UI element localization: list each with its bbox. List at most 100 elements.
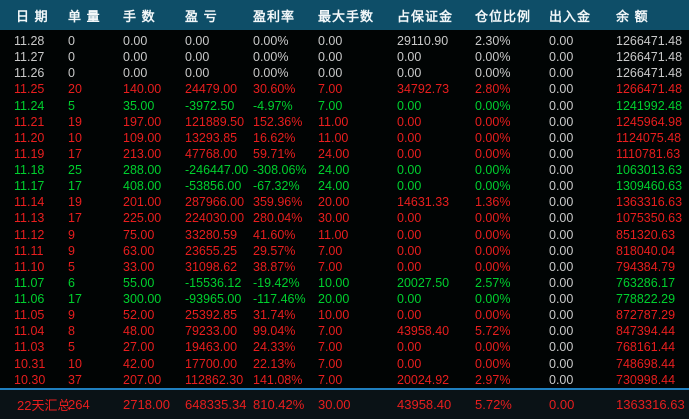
table-row[interactable]: 11.19 17 213.00 47768.00 59.71% 24.00 0.…	[0, 146, 689, 162]
cell-position-ratio: 0.00%	[475, 292, 511, 307]
table-row[interactable]: 11.13 17 225.00 224030.00 280.04% 30.00 …	[0, 210, 689, 226]
cell-max-lots: 0.00	[318, 66, 343, 81]
cell-lots: 55.00	[123, 275, 155, 290]
table-row[interactable]: 11.04 8 48.00 79233.00 99.04% 7.00 43958…	[0, 323, 689, 339]
cell-pnl-rate: -117.46%	[253, 292, 306, 307]
cell-balance: 763286.17	[616, 275, 676, 290]
cell-orders: 37	[68, 372, 82, 387]
table-row[interactable]: 11.05 9 52.00 25392.85 31.74% 10.00 0.00…	[0, 307, 689, 323]
cell-max-lots: 7.00	[318, 82, 343, 97]
cell-margin: 0.00	[397, 227, 422, 242]
cell-balance: 730998.44	[616, 372, 676, 387]
cell-lots: 27.00	[123, 340, 155, 355]
cell-position-ratio: 0.00%	[475, 356, 511, 371]
cell-cash-flow: 0.00	[549, 356, 574, 371]
cell-orders: 5	[68, 259, 75, 274]
cell-position-ratio: 0.00%	[475, 243, 511, 258]
cell-max-lots: 24.00	[318, 163, 350, 178]
table-row[interactable]: 11.12 9 75.00 33280.59 41.60% 11.00 0.00…	[0, 227, 689, 243]
table-row[interactable]: 11.26 0 0.00 0.00 0.00% 0.00 0.00 0.00% …	[0, 65, 689, 81]
cell-position-ratio: 0.00%	[475, 259, 511, 274]
table-row[interactable]: 11.21 19 197.00 121889.50 152.36% 11.00 …	[0, 114, 689, 130]
summary-lots: 2718.00	[123, 396, 170, 412]
summary-position-ratio: 5.72%	[475, 396, 512, 412]
summary-row: 22天汇总 264 2718.00 648335.34 810.42% 30.0…	[0, 389, 689, 419]
cell-balance: 872787.29	[616, 308, 676, 323]
cell-max-lots: 7.00	[318, 243, 343, 258]
cell-date: 11.12	[14, 227, 45, 242]
table-row[interactable]: 11.25 20 140.00 24479.00 30.60% 7.00 347…	[0, 81, 689, 97]
cell-orders: 10	[68, 130, 82, 145]
cell-margin: 0.00	[397, 308, 422, 323]
table-row[interactable]: 11.11 9 63.00 23655.25 29.57% 7.00 0.00 …	[0, 243, 689, 259]
cell-lots: 52.00	[123, 308, 155, 323]
table-row[interactable]: 11.24 5 35.00 -3972.50 -4.97% 7.00 0.00 …	[0, 98, 689, 114]
cell-date: 11.04	[14, 324, 45, 339]
cell-balance: 794384.79	[616, 259, 676, 274]
cell-lots: 42.00	[123, 356, 155, 371]
cell-position-ratio: 0.00%	[475, 130, 511, 145]
cell-cash-flow: 0.00	[549, 372, 574, 387]
table-row[interactable]: 11.27 0 0.00 0.00 0.00% 0.00 0.00 0.00% …	[0, 49, 689, 65]
cell-position-ratio: 0.00%	[475, 50, 511, 65]
table-row[interactable]: 10.31 10 42.00 17700.00 22.13% 7.00 0.00…	[0, 356, 689, 372]
column-header-lots: 手 数	[123, 8, 156, 24]
cell-position-ratio: 2.57%	[475, 275, 511, 290]
table-row[interactable]: 11.07 6 55.00 -15536.12 -19.42% 10.00 20…	[0, 275, 689, 291]
cell-max-lots: 0.00	[318, 34, 343, 49]
cell-margin: 29110.90	[397, 34, 449, 49]
cell-cash-flow: 0.00	[549, 98, 574, 113]
cell-orders: 17	[68, 211, 82, 226]
cell-balance: 1266471.48	[616, 34, 683, 49]
cell-date: 10.30	[14, 372, 46, 387]
cell-position-ratio: 0.00%	[475, 340, 511, 355]
cell-pnl: 0.00	[185, 50, 210, 65]
cell-date: 11.17	[14, 179, 45, 194]
cell-lots: 201.00	[123, 195, 162, 210]
table-row[interactable]: 11.28 0 0.00 0.00 0.00% 0.00 29110.90 2.…	[0, 33, 689, 49]
table-row[interactable]: 11.03 5 27.00 19463.00 24.33% 7.00 0.00 …	[0, 339, 689, 355]
cell-max-lots: 11.00	[318, 114, 349, 129]
cell-margin: 0.00	[397, 50, 422, 65]
column-header-max-lots: 最大手数	[318, 8, 375, 24]
table-row[interactable]: 11.18 25 288.00 -246447.00 -308.06% 24.0…	[0, 162, 689, 178]
table-row[interactable]: 10.30 37 207.00 112862.30 141.08% 7.00 2…	[0, 372, 689, 388]
cell-max-lots: 7.00	[318, 340, 343, 355]
summary-divider	[0, 387, 689, 390]
cell-date: 11.19	[14, 146, 45, 161]
cell-max-lots: 0.00	[318, 50, 343, 65]
cell-pnl-rate: 359.96%	[253, 195, 303, 210]
cell-position-ratio: 0.00%	[475, 146, 511, 161]
cell-balance: 1266471.48	[616, 50, 683, 65]
table-row[interactable]: 11.14 19 201.00 287966.00 359.96% 20.00 …	[0, 194, 689, 210]
cell-lots: 0.00	[123, 34, 148, 49]
cell-pnl: 23655.25	[185, 243, 238, 258]
cell-lots: 0.00	[123, 66, 148, 81]
cell-cash-flow: 0.00	[549, 308, 574, 323]
cell-pnl: 33280.59	[185, 227, 238, 242]
cell-orders: 19	[68, 195, 82, 210]
cell-orders: 5	[68, 98, 75, 113]
cell-position-ratio: 1.36%	[475, 195, 511, 210]
summary-balance: 1363316.63	[616, 396, 685, 412]
summary-date: 22天汇总	[17, 397, 71, 413]
cell-lots: 140.00	[123, 82, 162, 97]
table-row[interactable]: 11.06 17 300.00 -93965.00 -117.46% 20.00…	[0, 291, 689, 307]
cell-pnl-rate: 22.13%	[253, 356, 296, 371]
table-row[interactable]: 11.10 5 33.00 31098.62 38.87% 7.00 0.00 …	[0, 259, 689, 275]
cell-max-lots: 24.00	[318, 179, 350, 194]
cell-date: 11.10	[14, 259, 45, 274]
cell-lots: 48.00	[123, 324, 155, 339]
cell-lots: 109.00	[123, 130, 162, 145]
cell-cash-flow: 0.00	[549, 34, 574, 49]
table-row[interactable]: 11.17 17 408.00 -53856.00 -67.32% 24.00 …	[0, 178, 689, 194]
cell-date: 11.06	[14, 292, 45, 307]
cell-lots: 33.00	[123, 259, 155, 274]
cell-pnl: -15536.12	[185, 275, 242, 290]
cell-date: 11.14	[14, 195, 45, 210]
cell-lots: 207.00	[123, 372, 162, 387]
summary-pnl-rate: 810.42%	[253, 396, 305, 412]
table-row[interactable]: 11.20 10 109.00 13293.85 16.62% 11.00 0.…	[0, 130, 689, 146]
cell-balance: 1063013.63	[616, 163, 683, 178]
cell-max-lots: 24.00	[318, 146, 350, 161]
